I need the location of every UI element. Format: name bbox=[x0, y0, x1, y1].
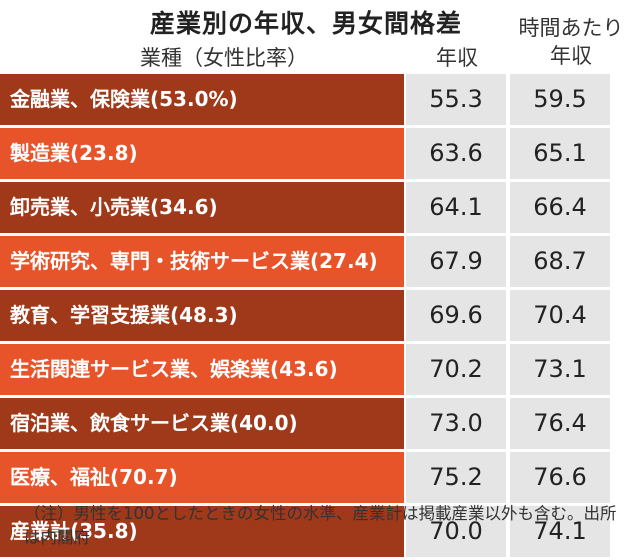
table-row: 教育、学習支援業(48.3) 69.6 70.4 bbox=[0, 290, 638, 341]
column-header-annual-income: 年収 bbox=[436, 46, 478, 70]
annual-income-value: 70.2 bbox=[406, 344, 506, 395]
column-header-hourly-text: 時間あたり 年収 bbox=[518, 16, 624, 68]
hourly-income-value: 65.1 bbox=[510, 128, 610, 179]
hourly-income-value: 73.1 bbox=[510, 344, 610, 395]
hourly-income-value: 76.4 bbox=[510, 398, 610, 449]
annual-income-value: 73.0 bbox=[406, 398, 506, 449]
table-row: 金融業、保険業(53.0%) 55.3 59.5 bbox=[0, 74, 638, 125]
column-header-industry: 業種（女性比率） bbox=[140, 46, 308, 70]
annual-income-value: 69.6 bbox=[406, 290, 506, 341]
table-row: 製造業(23.8) 63.6 65.1 bbox=[0, 128, 638, 179]
column-header-hourly-income: 時間あたり 年収 bbox=[516, 14, 626, 70]
table-row: 宿泊業、飲食サービス業(40.0) 73.0 76.4 bbox=[0, 398, 638, 449]
industry-label: 生活関連サービス業、娯楽業(43.6) bbox=[0, 344, 404, 395]
hourly-income-value: 59.5 bbox=[510, 74, 610, 125]
footnote: （注）男性を100としたときの女性の水準、産業計は掲載産業以外も含む。出所は内閣… bbox=[24, 504, 617, 547]
hourly-income-value: 74.1 bbox=[510, 506, 610, 557]
industry-label: 卸売業、小売業(34.6) bbox=[0, 182, 404, 233]
industry-label: 産業計(35.8) bbox=[0, 506, 404, 557]
industry-label: 医療、福祉(70.7) bbox=[0, 452, 404, 503]
table-row: 生活関連サービス業、娯楽業(43.6) 70.2 73.1 bbox=[0, 344, 638, 395]
industry-label: 製造業(23.8) bbox=[0, 128, 404, 179]
industry-label: 宿泊業、飲食サービス業(40.0) bbox=[0, 398, 404, 449]
hourly-income-value: 68.7 bbox=[510, 236, 610, 287]
annual-income-value: 70.0 bbox=[406, 506, 506, 557]
table-row: 産業計(35.8) 70.0 74.1 bbox=[0, 506, 638, 557]
annual-income-value: 75.2 bbox=[406, 452, 506, 503]
annual-income-value: 55.3 bbox=[406, 74, 506, 125]
annual-income-value: 63.6 bbox=[406, 128, 506, 179]
hourly-income-value: 76.6 bbox=[510, 452, 610, 503]
chart-title: 産業別の年収、男女間格差 bbox=[150, 9, 463, 38]
table-row: 医療、福祉(70.7) 75.2 76.6 bbox=[0, 452, 638, 503]
industry-label: 学術研究、専門・技術サービス業(27.4) bbox=[0, 236, 404, 287]
industry-label: 金融業、保険業(53.0%) bbox=[0, 74, 404, 125]
hourly-income-value: 66.4 bbox=[510, 182, 610, 233]
table-row: 学術研究、専門・技術サービス業(27.4) 67.9 68.7 bbox=[0, 236, 638, 287]
income-gap-table: 金融業、保険業(53.0%) 55.3 59.5 製造業(23.8) 63.6 65.1 卸… bbox=[0, 74, 638, 560]
hourly-income-value: 70.4 bbox=[510, 290, 610, 341]
annual-income-value: 67.9 bbox=[406, 236, 506, 287]
table-row: 卸売業、小売業(34.6) 64.1 66.4 bbox=[0, 182, 638, 233]
industry-label: 教育、学習支援業(48.3) bbox=[0, 290, 404, 341]
annual-income-value: 64.1 bbox=[406, 182, 506, 233]
